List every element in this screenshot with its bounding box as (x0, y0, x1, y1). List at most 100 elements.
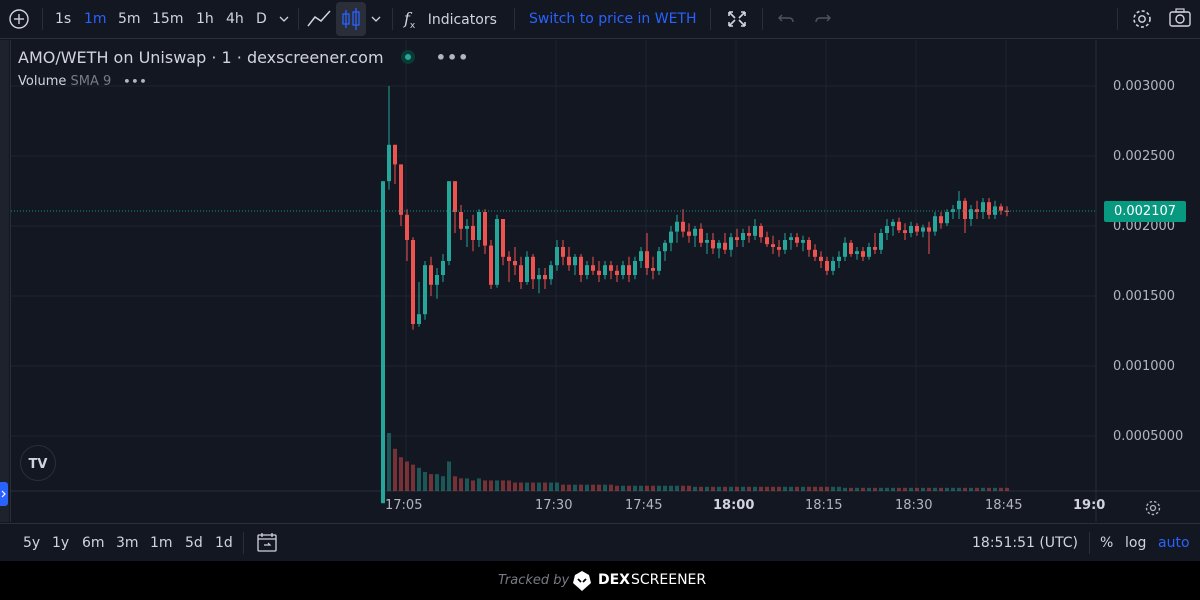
utc-clock[interactable]: 18:51:51 (UTC) (972, 535, 1079, 551)
range-1m[interactable]: 1m (150, 535, 173, 551)
volume-more-icon[interactable]: ••• (123, 75, 148, 88)
candlestick-chart-icon[interactable] (336, 2, 366, 36)
volume-bar (867, 487, 871, 491)
candle-body (429, 265, 433, 285)
indicators-button[interactable]: fx Indicators (404, 0, 497, 38)
volume-bar (693, 486, 697, 491)
tradingview-logo[interactable]: TV (20, 445, 56, 481)
add-symbol-icon[interactable] (8, 0, 30, 38)
volume-bar (987, 487, 991, 491)
candle-body (861, 251, 865, 257)
interval-D[interactable]: D (256, 11, 267, 27)
left-drawing-panel (0, 40, 9, 522)
candle-body (897, 221, 901, 231)
chart-area[interactable] (10, 40, 1200, 522)
candle-body (969, 209, 973, 219)
candle-body (783, 240, 787, 250)
range-1y[interactable]: 1y (52, 535, 70, 551)
candle-body (579, 256, 583, 275)
redo-icon[interactable] (814, 0, 832, 38)
range-3m[interactable]: 3m (116, 535, 139, 551)
candle-body (549, 265, 553, 280)
candle-body (621, 265, 625, 275)
interval-1h[interactable]: 1h (196, 11, 214, 27)
volume-bar (879, 487, 883, 491)
chart-type-dropdown-icon[interactable] (370, 0, 382, 38)
price-chart[interactable] (11, 40, 1200, 522)
range-5d[interactable]: 5d (185, 535, 203, 551)
candle-body (585, 265, 589, 275)
volume-bar (567, 484, 571, 491)
interval-1m[interactable]: 1m (84, 11, 107, 27)
legend-more-icon[interactable]: ••• (435, 48, 470, 67)
screenshot-camera-icon[interactable] (1168, 0, 1192, 38)
legend-title: AMO/WETH on Uniswap · 1 · dexscreener.co… (18, 48, 469, 67)
candle-body (561, 247, 565, 257)
price-tick-label: 0.001000 (1113, 359, 1176, 374)
volume-bar (687, 485, 691, 491)
volume-bar (861, 487, 865, 491)
indicators-label: Indicators (427, 12, 497, 28)
volume-bar (489, 480, 493, 491)
candle-body (747, 233, 751, 236)
interval-15m[interactable]: 15m (152, 11, 184, 27)
volume-bar (807, 486, 811, 491)
candle-body (711, 240, 715, 249)
candle-body (423, 265, 427, 315)
goto-date-icon[interactable] (256, 524, 278, 562)
volume-bar (681, 485, 685, 491)
candle-body (573, 256, 577, 266)
candle-body (555, 247, 559, 266)
volume-bar (627, 485, 631, 491)
volume-bar (645, 485, 649, 491)
left-panel-toggle[interactable] (0, 482, 8, 506)
settings-gear-icon[interactable] (1131, 0, 1153, 38)
volume-bar (999, 487, 1003, 491)
range-5y[interactable]: 5y (23, 535, 41, 551)
price-tick-label: 0.0005000 (1113, 429, 1184, 444)
candle-body (459, 212, 463, 229)
volume-bar (663, 485, 667, 491)
candle-body (735, 237, 739, 240)
percent-toggle[interactable]: % (1100, 535, 1114, 551)
volume-bar (777, 486, 781, 491)
interval-1s[interactable]: 1s (55, 11, 72, 27)
candle-body (501, 219, 505, 257)
interval-dropdown-icon[interactable] (278, 0, 290, 38)
volume-bar (501, 480, 505, 491)
candle-body (957, 200, 961, 210)
candle-body (645, 251, 649, 268)
volume-bar (543, 482, 547, 491)
volume-bar (513, 482, 517, 491)
range-6m[interactable]: 6m (82, 535, 105, 551)
axis-settings-icon[interactable] (1144, 499, 1162, 521)
volume-bar (447, 461, 451, 491)
candle-body (741, 233, 745, 240)
switch-price-button[interactable]: Switch to price in WETH (529, 11, 697, 27)
candle-body (591, 265, 595, 271)
undo-icon[interactable] (777, 0, 795, 38)
interval-4h[interactable]: 4h (226, 11, 244, 27)
volume-bar (585, 484, 589, 491)
candle-body (597, 270, 601, 275)
candle-body (891, 221, 895, 226)
volume-bar (951, 487, 955, 491)
fullscreen-icon[interactable] (727, 0, 747, 38)
volume-bar (921, 487, 925, 491)
candle-body (723, 242, 727, 250)
volume-bar (417, 467, 421, 491)
volume-bar (933, 487, 937, 491)
time-tick-label: 17:45 (625, 498, 663, 513)
interval-5m[interactable]: 5m (118, 11, 141, 27)
top-toolbar: 1s 1m 5m 15m 1h 4h D fx Indicators Switch to p… (0, 0, 1200, 39)
range-1d[interactable]: 1d (215, 535, 233, 551)
candle-body (981, 202, 985, 212)
line-chart-icon[interactable] (306, 0, 332, 38)
auto-toggle[interactable]: auto (1158, 535, 1190, 551)
volume-bar (891, 487, 895, 491)
candle-body (987, 202, 991, 215)
candle-body (663, 242, 667, 252)
candle-body (381, 181, 385, 504)
log-toggle[interactable]: log (1125, 535, 1147, 551)
volume-bar (603, 484, 607, 491)
